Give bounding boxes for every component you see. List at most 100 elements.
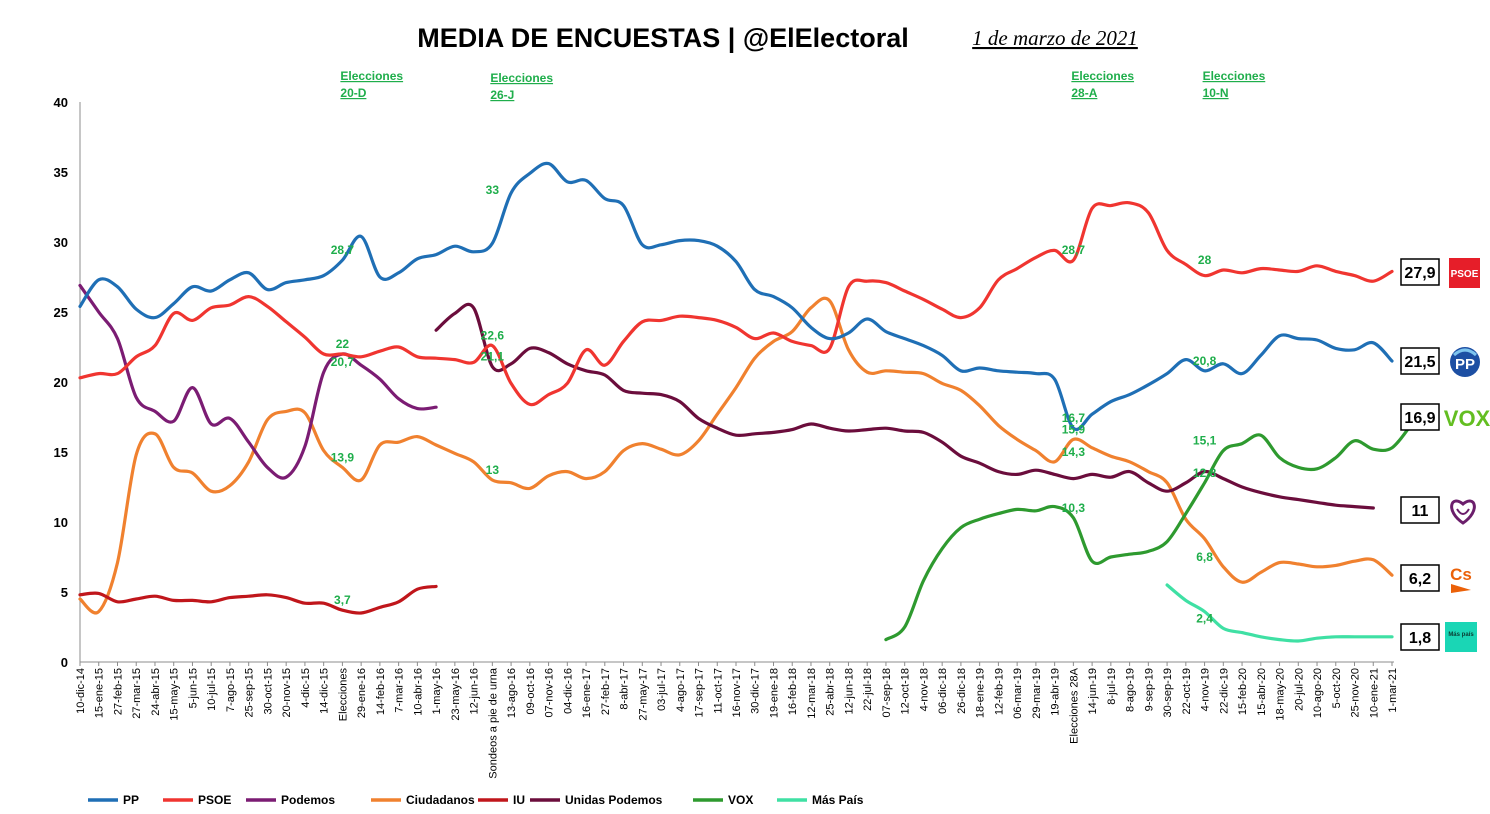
legend-label: VOX (728, 793, 753, 807)
y-tick-label: 15 (54, 445, 68, 460)
event-label-line2: 10-N (1203, 86, 1229, 100)
axes: 0 5 10 15 20 25 30 35 40 10-dic-14 15-ene-15 27-feb… (54, 95, 1399, 779)
x-tick-label: 14-feb-16 (375, 668, 387, 715)
x-tick-label: 29-ene-16 (356, 668, 368, 718)
y-tick-label: 25 (54, 305, 68, 320)
x-tick-label: 4-nov-18 (918, 668, 930, 711)
x-tick-label: 10-dic-14 (75, 668, 87, 714)
data-label: 2,4 (1196, 611, 1213, 625)
legend-label: IU (513, 793, 525, 807)
x-tick-label: 27-feb-15 (112, 668, 124, 715)
end-value-label: 16,9 (1404, 410, 1435, 427)
x-tick-label: 30-sep-19 (1162, 668, 1174, 718)
x-tick-label: 23-may-16 (450, 668, 462, 721)
pp-logo-gull (1452, 348, 1478, 357)
series-line-m-s-pa-s (1165, 583, 1394, 643)
data-label: 3,7 (334, 593, 351, 607)
legend-label: PP (123, 793, 139, 807)
x-tick-label: 25-sep-15 (244, 668, 256, 718)
legend: PP PSOE Podemos Ciudadanos IU Unidas Podemos V… (88, 793, 864, 807)
x-tick-label: Elecciones (337, 668, 349, 722)
end-labels: 27,9 PSOE 21,5 PP 16,9 VOX 11 6,2 Cs 1,8 Más país (1400, 258, 1490, 652)
x-tick-label: 16-nov-17 (731, 668, 743, 718)
event-label-line1: Elecciones (1071, 69, 1134, 83)
x-tick-label: 18-may-20 (1275, 668, 1287, 721)
data-label: 14,3 (1062, 445, 1086, 459)
series-line-psoe (78, 200, 1394, 407)
series-line-iu (78, 584, 438, 615)
x-tick-label: 16-ene-17 (581, 668, 593, 718)
x-tick-label: 03-jul-17 (656, 668, 668, 711)
y-tick-label: 0 (61, 655, 68, 670)
data-label: 6,8 (1196, 550, 1213, 564)
x-tick-label: 4-dic-15 (300, 668, 312, 708)
series-lines (78, 161, 1413, 643)
end-value-box (1400, 623, 1440, 651)
x-tick-label: 06-mar-19 (1012, 668, 1024, 719)
x-tick-label: 30-dic-17 (750, 668, 762, 714)
x-tick-label: 8-abr-17 (619, 668, 631, 710)
data-label: 15,1 (1193, 434, 1217, 448)
legend-label: PSOE (198, 793, 231, 807)
x-tick-label: 12-feb-19 (993, 668, 1005, 715)
x-tick-label: 17-sep-17 (694, 668, 706, 718)
x-tick-label: 25-abr-18 (825, 668, 837, 716)
x-tick-label: 8-jul-19 (1106, 668, 1118, 705)
cs-logo-mark (1451, 584, 1471, 593)
x-tick-label: 12-oct-18 (900, 668, 912, 714)
mas-pais-logo-text: Más país (1448, 632, 1474, 638)
legend-label: Podemos (281, 793, 335, 807)
end-value-box (1400, 564, 1440, 592)
x-tick-label: 22-jul-18 (862, 668, 874, 711)
data-label: 33 (486, 183, 500, 197)
end-value-label: 1,8 (1409, 630, 1431, 647)
chart-title: MEDIA DE ENCUESTAS | @ElElectoral (417, 23, 908, 53)
x-tick-label: 12-mar-18 (806, 668, 818, 719)
data-label: 22 (336, 337, 350, 351)
end-value-label: 27,9 (1404, 265, 1435, 282)
data-label: 21,1 (481, 350, 505, 364)
x-tick-label: 22-dic-19 (1218, 668, 1230, 714)
end-value-box (1400, 403, 1440, 431)
end-value-box (1400, 258, 1440, 286)
x-tick-label: 10-abr-16 (412, 668, 424, 716)
x-tick-label: 07-sep-18 (881, 668, 893, 718)
psoe-logo-text: PSOE (1451, 269, 1479, 280)
y-tick-label: 35 (54, 165, 68, 180)
x-tick-label: 14-jun-19 (1087, 668, 1099, 714)
x-tick-label: 16-feb-18 (787, 668, 799, 715)
data-label: 20,7 (331, 355, 355, 369)
data-label: 16,7 (1062, 411, 1086, 425)
x-tick-label: 19-ene-18 (768, 668, 780, 718)
x-tick-label: 4-nov-19 (1200, 668, 1212, 711)
x-tick-label: 27-may-17 (637, 668, 649, 721)
x-tick-label: 1-mar-21 (1387, 668, 1399, 713)
x-tick-label: 1-may-16 (431, 668, 443, 714)
series-line-podemos (78, 283, 438, 480)
legend-label: Unidas Podemos (565, 793, 663, 807)
x-tick-label: 18-ene-19 (975, 668, 987, 718)
x-tick-label: Elecciones 28A (1068, 667, 1080, 743)
y-tick-label: 5 (61, 585, 68, 600)
x-tick-label: 24-abr-15 (150, 668, 162, 716)
x-tick-label: Sondeos a pie de urna (487, 667, 499, 779)
event-label-line1: Elecciones (490, 71, 553, 85)
end-value-label: 6,2 (1409, 571, 1431, 588)
x-tick-label: 9-sep-19 (1143, 668, 1155, 711)
x-tick-label: 8-ago-19 (1125, 668, 1137, 712)
event-label-line2: 28-A (1071, 86, 1097, 100)
x-tick-label: 15-feb-20 (1237, 668, 1249, 715)
x-tick-label: 20-nov-15 (281, 668, 293, 718)
x-tick-label: 15-ene-15 (94, 668, 106, 718)
x-tick-label: 10-ene-21 (1368, 668, 1380, 718)
event-label-line2: 20-D (340, 86, 366, 100)
series-line-vox (884, 423, 1413, 642)
x-tick-label: 13-ago-16 (506, 668, 518, 718)
data-label: 13 (486, 463, 500, 477)
x-tick-label: 04-dic-16 (562, 668, 574, 714)
x-tick-label: 5-oct-20 (1331, 668, 1343, 708)
x-tick-label: 27-mar-15 (131, 668, 143, 719)
x-tick-label: 19-abr-19 (1050, 668, 1062, 716)
data-label: 15,9 (1062, 422, 1086, 436)
x-tick-label: 09-oct-16 (525, 668, 537, 714)
